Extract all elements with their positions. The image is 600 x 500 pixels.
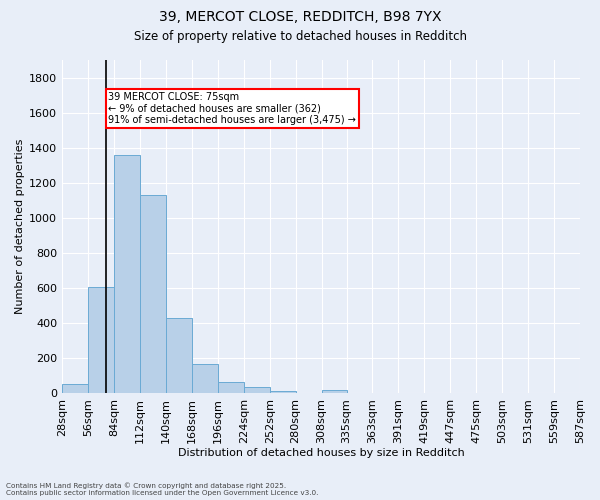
Bar bbox=[192, 364, 218, 394]
Bar bbox=[218, 382, 244, 394]
Bar bbox=[62, 384, 88, 394]
Y-axis label: Number of detached properties: Number of detached properties bbox=[15, 139, 25, 314]
X-axis label: Distribution of detached houses by size in Redditch: Distribution of detached houses by size … bbox=[178, 448, 464, 458]
Bar bbox=[166, 318, 192, 394]
Text: Contains public sector information licensed under the Open Government Licence v3: Contains public sector information licen… bbox=[6, 490, 319, 496]
Text: Contains HM Land Registry data © Crown copyright and database right 2025.: Contains HM Land Registry data © Crown c… bbox=[6, 482, 286, 489]
Text: 39, MERCOT CLOSE, REDDITCH, B98 7YX: 39, MERCOT CLOSE, REDDITCH, B98 7YX bbox=[159, 10, 441, 24]
Bar bbox=[322, 390, 347, 394]
Bar bbox=[269, 390, 296, 394]
Bar bbox=[244, 387, 269, 394]
Text: Size of property relative to detached houses in Redditch: Size of property relative to detached ho… bbox=[133, 30, 467, 43]
Bar bbox=[114, 154, 140, 394]
Bar bbox=[140, 195, 166, 394]
Text: 39 MERCOT CLOSE: 75sqm
← 9% of detached houses are smaller (362)
91% of semi-det: 39 MERCOT CLOSE: 75sqm ← 9% of detached … bbox=[109, 92, 356, 125]
Bar bbox=[88, 287, 114, 394]
